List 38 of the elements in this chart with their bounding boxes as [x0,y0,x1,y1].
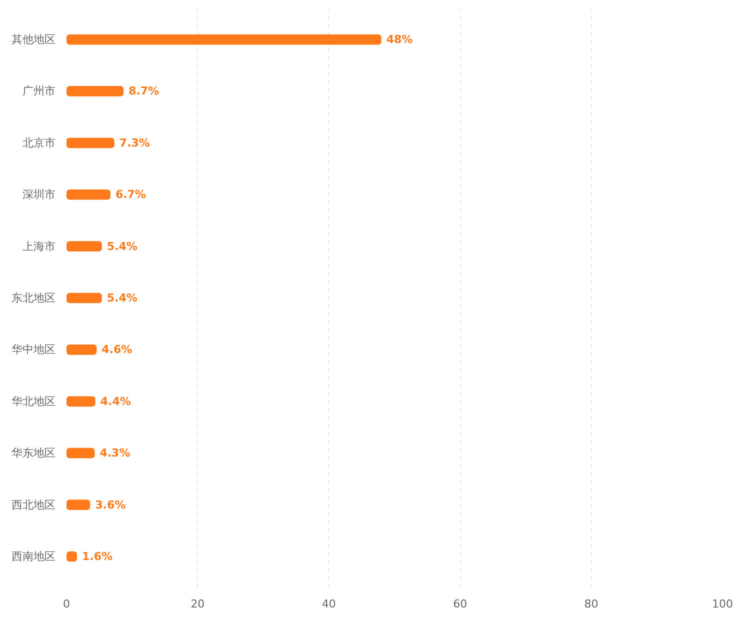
data-label: 4.4% [100,394,131,408]
data-label: 1.6% [82,550,113,563]
y-tick-label: 东北地区 [12,292,56,304]
data-label: 4.6% [102,343,132,356]
y-tick-label: 西南地区 [12,550,56,563]
bar [66,344,97,355]
data-label: 3.6% [95,498,126,512]
y-tick-label: 其他地区 [12,33,56,46]
x-tick-label: 80 [584,598,598,610]
data-label: 48% [386,33,413,46]
y-tick-label: 华东地区 [12,446,56,460]
y-tick-label: 深圳市 [22,188,56,202]
y-tick-label: 华北地区 [12,394,56,408]
data-label: 6.7% [115,188,146,202]
bar [66,138,114,148]
bar [66,86,124,96]
x-tick-label: 60 [453,598,468,610]
bar [66,241,102,252]
data-label: 5.4% [106,240,138,253]
data-label: 4.3% [100,446,130,460]
y-tick-label: 华中地区 [12,343,56,356]
bar [66,292,102,304]
data-label: 7.3% [119,136,150,150]
y-tick-label: 广州市 [22,84,56,98]
y-tick-label: 北京市 [22,136,56,150]
x-tick-label: 100 [712,598,733,610]
x-tick-label: 0 [63,598,70,610]
bar [66,396,96,407]
data-label: 5.4% [106,292,138,304]
y-tick-label: 上海市 [22,240,56,253]
y-tick-label: 西北地区 [12,498,56,512]
data-label: 8.7% [128,84,160,98]
x-tick-label: 40 [322,598,336,610]
bar [66,34,382,45]
x-tick-label: 20 [190,598,205,610]
bar [66,500,90,510]
bar [66,448,95,458]
bar [66,189,110,200]
